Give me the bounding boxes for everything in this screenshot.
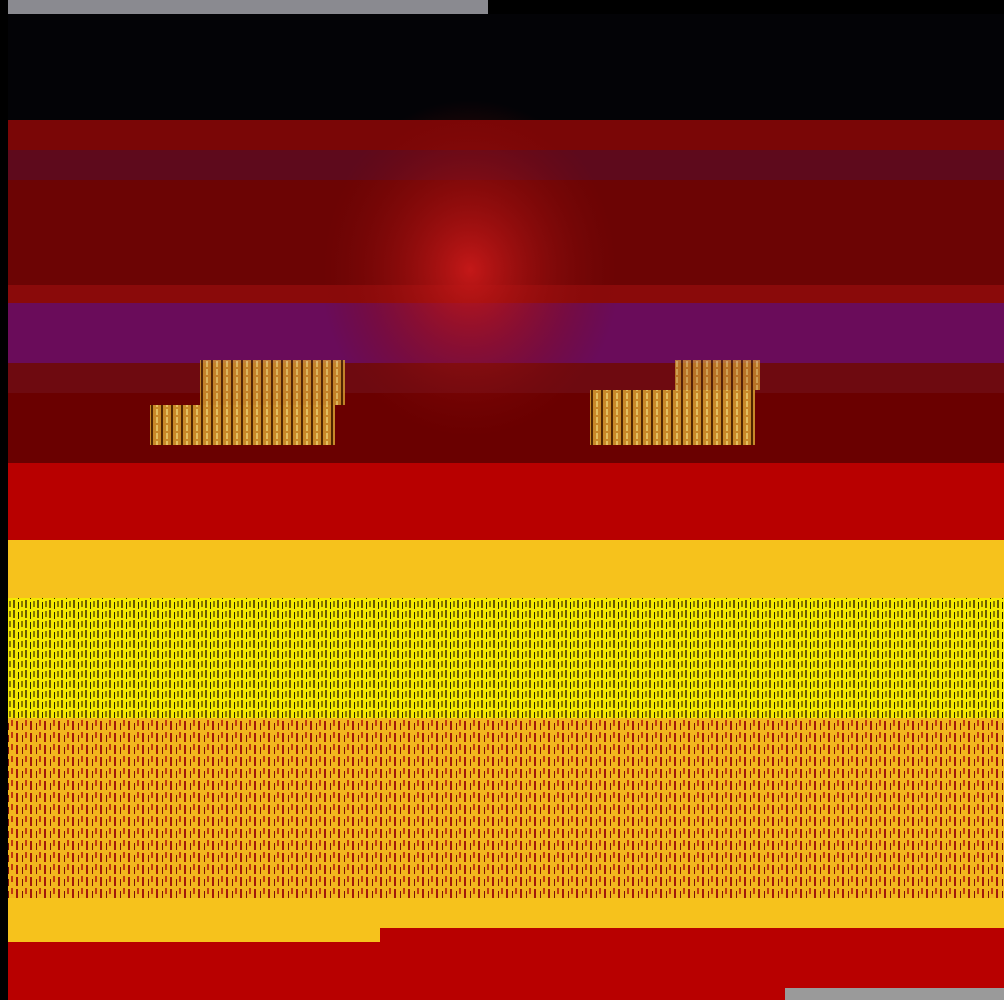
band-yellow-noise bbox=[8, 598, 1004, 718]
band-top-edge bbox=[8, 0, 488, 14]
noise-block bbox=[150, 405, 335, 445]
noise-block bbox=[590, 390, 755, 445]
band-orange bbox=[8, 540, 1004, 598]
band-grey bbox=[785, 988, 1004, 1000]
band-red-step bbox=[380, 928, 1004, 942]
band-red bbox=[8, 463, 1004, 540]
face-shape bbox=[320, 100, 620, 440]
noise-block bbox=[200, 360, 345, 405]
noise-block bbox=[675, 360, 760, 390]
band-orange-noise bbox=[8, 718, 1004, 898]
